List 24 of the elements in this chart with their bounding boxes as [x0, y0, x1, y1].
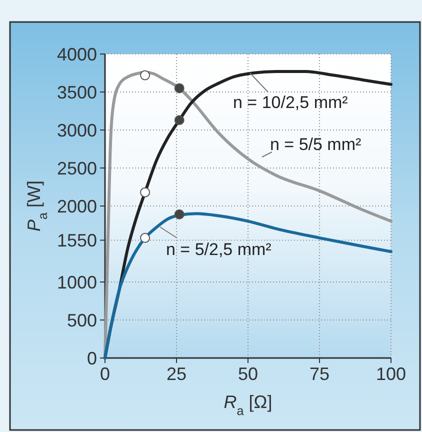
x-tick-label: 25 [166, 364, 187, 384]
x-tick-label: 75 [309, 364, 330, 384]
x-tick-label: 0 [100, 364, 110, 384]
y-tick-label: 2500 [56, 158, 97, 178]
y-tick-label: 2000 [56, 196, 97, 216]
y-tick-label: 0 [86, 348, 97, 368]
y-tick-label: 3000 [56, 120, 97, 140]
y-tick-label: 1000 [56, 272, 97, 292]
series-label: n = 5/2,5 mm² [166, 240, 272, 259]
point [140, 70, 150, 80]
x-tick-label: 50 [238, 364, 258, 384]
series-label: n = 5/5 mm² [270, 135, 362, 154]
point [140, 232, 150, 243]
series-label: n = 10/2,5 mm² [233, 93, 348, 112]
point [174, 209, 184, 220]
point [174, 115, 184, 126]
y-tick-label: 1550 [56, 230, 97, 250]
point [140, 187, 150, 198]
x-axis-title: R$_{a}$ [Ω] [224, 392, 272, 418]
point [174, 83, 184, 94]
y-tick-label: 500 [66, 310, 97, 330]
x-tick-label: 100 [376, 364, 406, 384]
y-tick-label: 4000 [56, 44, 97, 64]
y-tick-label: 3500 [56, 82, 97, 102]
